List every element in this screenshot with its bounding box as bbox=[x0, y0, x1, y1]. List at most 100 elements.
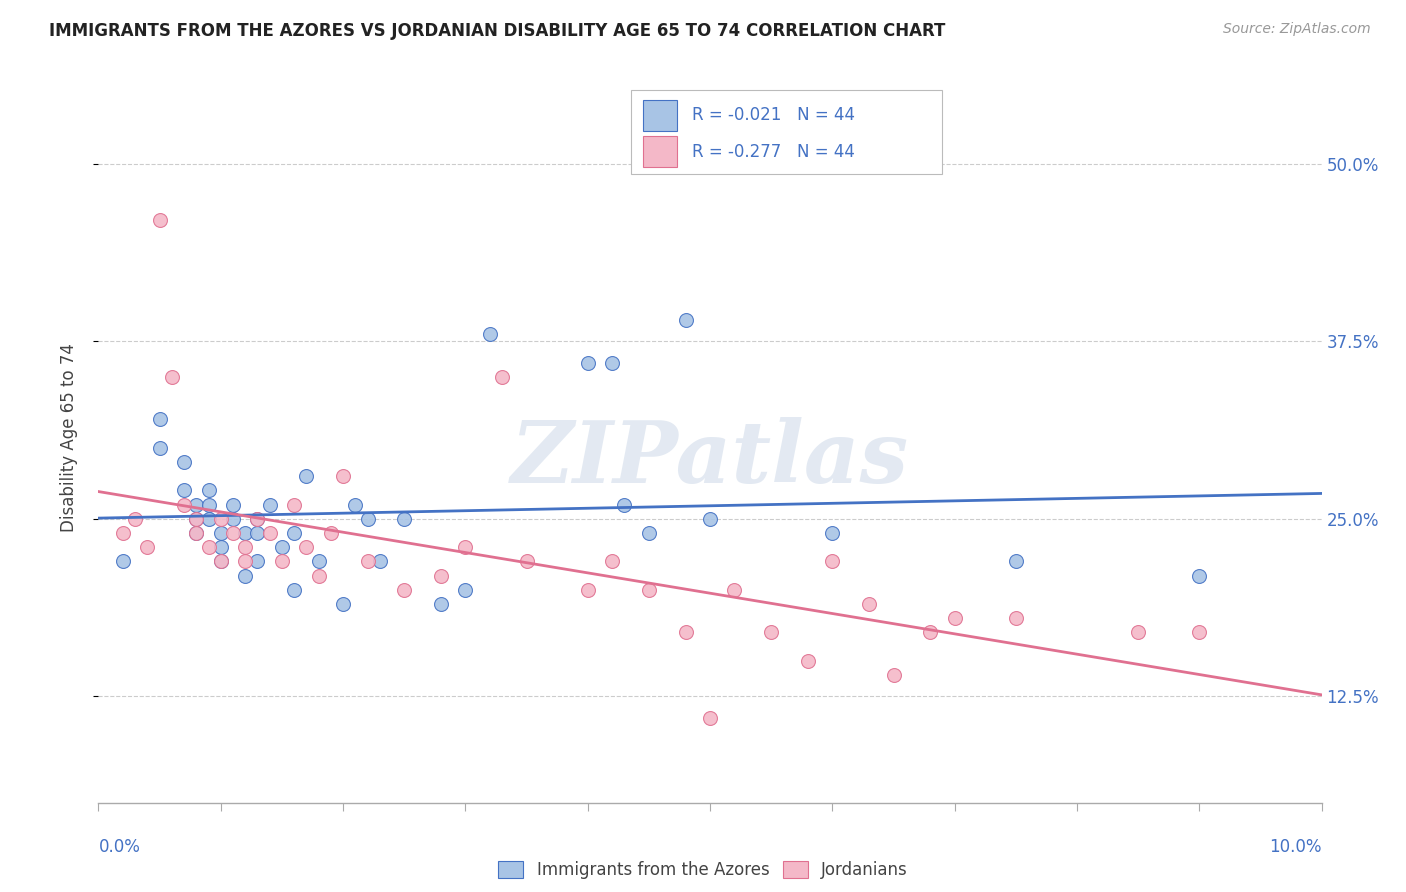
Point bbox=[368, 554, 391, 568]
Point bbox=[209, 525, 232, 540]
Point bbox=[797, 654, 820, 668]
Point bbox=[516, 554, 538, 568]
Point bbox=[600, 554, 623, 568]
Point bbox=[1188, 625, 1211, 640]
Point bbox=[186, 525, 208, 540]
Point bbox=[1004, 611, 1026, 625]
Point bbox=[209, 540, 232, 554]
Point bbox=[259, 498, 281, 512]
Point bbox=[209, 554, 232, 568]
Point bbox=[246, 512, 269, 526]
Point bbox=[270, 540, 292, 554]
Point bbox=[723, 582, 745, 597]
Point bbox=[222, 525, 245, 540]
Point bbox=[392, 582, 416, 597]
Point bbox=[319, 525, 342, 540]
Point bbox=[246, 512, 269, 526]
Point bbox=[233, 540, 256, 554]
Point bbox=[332, 597, 354, 611]
Point bbox=[759, 625, 782, 640]
Point bbox=[454, 582, 477, 597]
Point bbox=[283, 582, 305, 597]
Point bbox=[233, 568, 256, 582]
Text: R = -0.021   N = 44: R = -0.021 N = 44 bbox=[692, 106, 855, 124]
Point bbox=[173, 498, 195, 512]
Point bbox=[259, 525, 281, 540]
Point bbox=[186, 525, 208, 540]
Point bbox=[637, 525, 661, 540]
Point bbox=[883, 668, 905, 682]
Point bbox=[308, 554, 330, 568]
Point bbox=[283, 498, 305, 512]
Point bbox=[430, 568, 453, 582]
Point bbox=[222, 512, 245, 526]
Point bbox=[454, 540, 477, 554]
Point bbox=[295, 469, 318, 483]
Point bbox=[821, 525, 844, 540]
Point bbox=[637, 582, 661, 597]
Point bbox=[173, 455, 195, 469]
Text: 0.0%: 0.0% bbox=[98, 838, 141, 856]
Point bbox=[197, 498, 219, 512]
Point bbox=[576, 582, 599, 597]
Text: Source: ZipAtlas.com: Source: ZipAtlas.com bbox=[1223, 22, 1371, 37]
Point bbox=[699, 710, 721, 724]
Point bbox=[283, 525, 305, 540]
Text: ZIPatlas: ZIPatlas bbox=[510, 417, 910, 500]
Point bbox=[356, 554, 378, 568]
Y-axis label: Disability Age 65 to 74: Disability Age 65 to 74 bbox=[59, 343, 77, 532]
Point bbox=[173, 483, 195, 498]
Point bbox=[136, 540, 159, 554]
Point bbox=[1188, 568, 1211, 582]
Point bbox=[111, 554, 134, 568]
Point bbox=[392, 512, 416, 526]
Point bbox=[430, 597, 453, 611]
Point bbox=[197, 512, 219, 526]
Point bbox=[186, 498, 208, 512]
Point bbox=[1128, 625, 1150, 640]
Point bbox=[356, 512, 378, 526]
Point bbox=[186, 512, 208, 526]
Point bbox=[576, 355, 599, 369]
Point bbox=[197, 483, 219, 498]
Bar bbox=[643, 100, 678, 130]
Point bbox=[149, 412, 172, 426]
Point bbox=[1004, 554, 1026, 568]
Point bbox=[209, 554, 232, 568]
Point bbox=[149, 213, 172, 227]
Point bbox=[943, 611, 966, 625]
Point bbox=[920, 625, 942, 640]
Point bbox=[233, 525, 256, 540]
Point bbox=[222, 498, 245, 512]
Point bbox=[858, 597, 880, 611]
Point bbox=[149, 441, 172, 455]
Text: IMMIGRANTS FROM THE AZORES VS JORDANIAN DISABILITY AGE 65 TO 74 CORRELATION CHAR: IMMIGRANTS FROM THE AZORES VS JORDANIAN … bbox=[49, 22, 946, 40]
Point bbox=[699, 512, 721, 526]
Point bbox=[124, 512, 146, 526]
Point bbox=[246, 554, 269, 568]
Point bbox=[186, 512, 208, 526]
Point bbox=[308, 568, 330, 582]
Point bbox=[209, 512, 232, 526]
Point bbox=[344, 498, 367, 512]
Text: R = -0.277   N = 44: R = -0.277 N = 44 bbox=[692, 143, 855, 161]
Point bbox=[233, 554, 256, 568]
Point bbox=[675, 313, 697, 327]
Bar bbox=[643, 136, 678, 167]
Point bbox=[613, 498, 636, 512]
Point bbox=[111, 525, 134, 540]
Point bbox=[295, 540, 318, 554]
Point bbox=[270, 554, 292, 568]
Point bbox=[160, 369, 183, 384]
Point bbox=[821, 554, 844, 568]
Point bbox=[675, 625, 697, 640]
Point bbox=[478, 327, 501, 342]
Text: 10.0%: 10.0% bbox=[1270, 838, 1322, 856]
Point bbox=[332, 469, 354, 483]
Point bbox=[197, 540, 219, 554]
Legend: Immigrants from the Azores, Jordanians: Immigrants from the Azores, Jordanians bbox=[498, 861, 908, 880]
FancyBboxPatch shape bbox=[630, 90, 942, 174]
Point bbox=[600, 355, 623, 369]
Point bbox=[246, 525, 269, 540]
Point bbox=[491, 369, 513, 384]
